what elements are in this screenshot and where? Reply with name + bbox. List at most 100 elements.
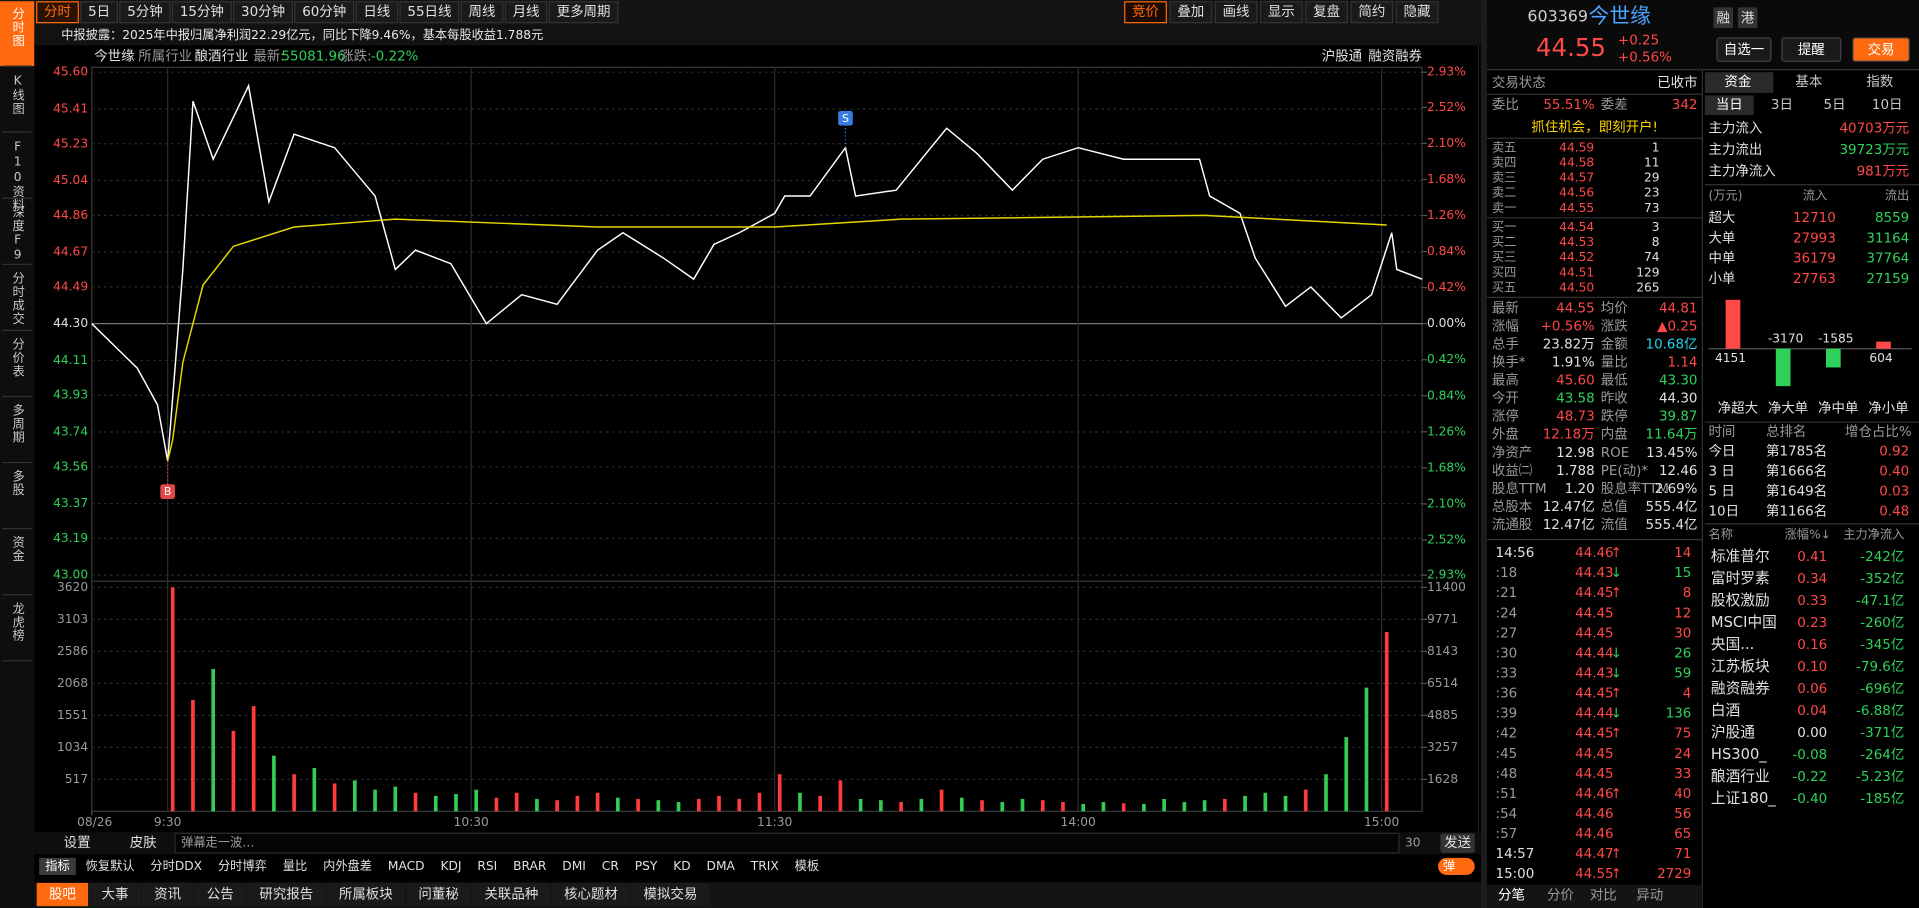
tab[interactable]: 5分钟 [127, 3, 162, 20]
trade-tab[interactable]: 对比 [1590, 888, 1617, 904]
tab[interactable]: 15分钟 [180, 3, 224, 20]
index-name[interactable]: 上证180_ [1711, 790, 1776, 807]
tab[interactable]: 问董秘 [418, 887, 458, 903]
tab[interactable]: MACD [388, 859, 425, 873]
label: 涨跌 [1601, 318, 1628, 334]
tab[interactable]: 指标 [45, 858, 69, 873]
index-name[interactable]: 酿酒行业 [1711, 768, 1770, 785]
tab[interactable]: TRIX [750, 859, 779, 873]
index-name[interactable]: 股权激励 [1711, 592, 1770, 609]
index-name[interactable]: MSCI中国 [1711, 614, 1777, 631]
tab[interactable]: DMA [707, 859, 736, 873]
fund-tab[interactable]: 资金 [1724, 74, 1751, 90]
tab[interactable]: 隐藏 [1404, 4, 1431, 20]
skin[interactable]: 皮肤 [130, 835, 157, 851]
tab[interactable]: KD [673, 859, 690, 873]
trade-tab[interactable]: 异动 [1636, 888, 1663, 904]
index-name[interactable]: 央国... [1711, 636, 1754, 653]
label: 小单 [1708, 271, 1735, 287]
button-label[interactable]: 提醒 [1798, 42, 1825, 58]
tab[interactable]: 所属板块 [339, 887, 393, 903]
index-name[interactable]: HS300_ [1711, 746, 1767, 763]
tab[interactable]: KDJ [440, 859, 461, 873]
sidebar-tab[interactable]: 分价表 [11, 338, 25, 379]
sidebar-tab[interactable]: 分时图 [11, 7, 25, 48]
tab[interactable]: 60分钟 [302, 3, 346, 20]
button-label[interactable]: 自选一 [1724, 42, 1764, 58]
tab[interactable]: 分时DDX [150, 859, 202, 873]
tab[interactable]: 简约 [1358, 3, 1385, 20]
tab[interactable]: 更多周期 [557, 3, 611, 20]
label: 44.43 [1575, 667, 1614, 682]
button-label[interactable]: 交易 [1868, 41, 1895, 58]
tab[interactable]: PSY [635, 859, 658, 873]
period-tab[interactable]: 10日 [1872, 98, 1903, 113]
tab[interactable]: 日线 [363, 4, 390, 20]
promo[interactable]: 抓住机会，即刻开户! [1531, 118, 1657, 135]
link[interactable]: 沪股通 [1322, 48, 1363, 64]
trade-tab[interactable]: 分笔 [1498, 888, 1525, 904]
tab[interactable]: 分时博弈 [218, 858, 267, 873]
toggle-label[interactable]: 弹 [1443, 859, 1455, 873]
tab[interactable]: 量比 [283, 859, 307, 873]
sidebar-tab[interactable]: 深度F9 [11, 205, 25, 263]
tab[interactable]: 资讯 [154, 887, 181, 903]
tab[interactable]: DMI [562, 859, 586, 873]
label: 26 [1674, 646, 1691, 661]
tab[interactable]: 月线 [513, 4, 540, 20]
tab[interactable]: BRAR [513, 859, 547, 873]
settings[interactable]: 设置 [64, 835, 91, 851]
tab[interactable]: 模拟交易 [644, 886, 698, 903]
sidebar-tab[interactable]: F10资料 [11, 140, 25, 213]
sidebar-tab[interactable]: 资金 [11, 536, 25, 563]
tab[interactable]: 内外盘差 [323, 858, 372, 873]
period-tab[interactable]: 3日 [1771, 98, 1793, 113]
tab[interactable]: CR [602, 859, 620, 873]
sidebar-tab[interactable]: K线图 [11, 73, 25, 115]
label: 1.91% [1552, 356, 1595, 371]
tab[interactable]: 复盘 [1313, 3, 1340, 20]
tab[interactable]: 分时 [44, 4, 71, 20]
index-name[interactable]: 白酒 [1711, 702, 1741, 719]
label: 45.60 [1556, 374, 1595, 389]
index-name[interactable]: 富时罗素 [1711, 569, 1770, 587]
tab[interactable]: 显示 [1268, 5, 1295, 20]
send-button[interactable]: 发送 [1444, 835, 1471, 851]
label: :24 [1496, 606, 1518, 621]
label: -0.22 [1792, 770, 1827, 785]
tab[interactable]: 恢复默认 [86, 858, 135, 873]
volume-tick-label: 2586 [57, 644, 88, 658]
tab[interactable]: 模板 [795, 859, 819, 873]
tab[interactable]: 核心题材 [564, 887, 618, 903]
volume-bar [231, 730, 236, 812]
index-name[interactable]: 江苏板块 [1711, 657, 1770, 675]
tab[interactable]: 叠加 [1177, 4, 1204, 20]
sidebar-tab[interactable]: 多周期 [11, 404, 25, 445]
tab[interactable]: 5日 [88, 5, 110, 20]
sidebar-tab[interactable]: 多股 [11, 470, 25, 497]
index-name[interactable]: 融资融券 [1711, 680, 1770, 697]
tab[interactable]: 30分钟 [241, 3, 285, 20]
sidebar-tab[interactable]: 分时成交 [11, 271, 25, 325]
fund-tab[interactable]: 指数 [1866, 74, 1893, 90]
sidebar-tab[interactable]: 龙虎榜 [11, 602, 25, 643]
tab[interactable]: 研究报告 [259, 887, 313, 903]
period-tab[interactable]: 当日 [1716, 97, 1743, 113]
period-tab[interactable]: 5日 [1824, 98, 1846, 113]
tab[interactable]: 画线 [1223, 4, 1250, 20]
index-name[interactable]: 标准普尔 [1711, 548, 1770, 565]
tab[interactable]: 竞价 [1132, 3, 1159, 20]
link[interactable]: 融资融券 [1368, 48, 1422, 64]
fund-tab[interactable]: 基本 [1795, 73, 1822, 90]
tab[interactable]: 股吧 [49, 888, 76, 903]
trade-tab[interactable]: 分价 [1547, 888, 1574, 904]
tab[interactable]: 周线 [469, 4, 496, 20]
tab[interactable]: 55日线 [407, 4, 451, 20]
tab[interactable]: RSI [477, 859, 497, 873]
tab[interactable]: 大事 [102, 887, 129, 903]
label: 74 [1644, 250, 1660, 264]
index-name[interactable]: 沪股通 [1711, 724, 1755, 741]
tab[interactable]: 关联品种 [484, 887, 538, 903]
tab[interactable]: 公告 [207, 887, 234, 903]
tab-bg [171, 1, 232, 24]
